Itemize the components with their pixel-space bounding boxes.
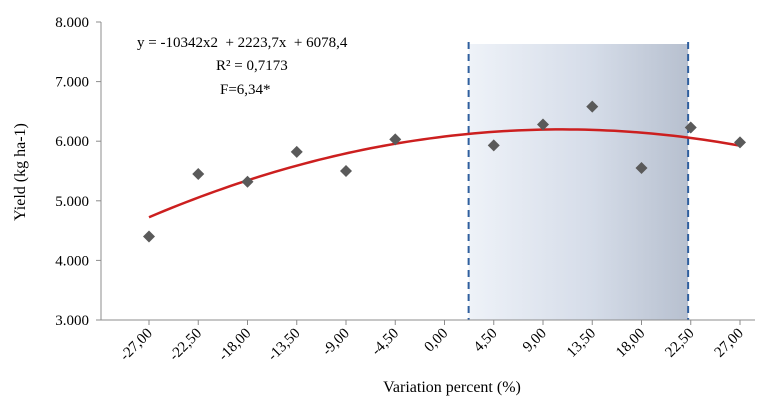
y-tick-label: 8.000 xyxy=(55,15,89,31)
x-axis-title: Variation percent (%) xyxy=(383,379,521,396)
x-tick-label: -18,00 xyxy=(216,326,255,365)
data-point xyxy=(242,176,254,188)
x-tick-label: -27,00 xyxy=(117,326,156,365)
x-tick-label: 4,50 xyxy=(471,326,501,356)
y-tick-label: 4.000 xyxy=(55,253,89,269)
r-squared-text: R² = 0,7173 xyxy=(216,58,288,74)
x-tick-label: 0,00 xyxy=(421,326,451,356)
data-point xyxy=(192,168,204,180)
x-tick-label: -9,00 xyxy=(319,326,352,359)
y-tick-label: 5.000 xyxy=(55,194,89,210)
x-tick-label: 22,50 xyxy=(662,326,697,361)
equation-text: y = -10342x2 + 2223,7x + 6078,4 xyxy=(137,35,348,51)
x-tick-label: -22,50 xyxy=(166,326,205,365)
data-point xyxy=(734,136,746,148)
y-axis-title: Yield (kg ha-1) xyxy=(12,123,29,221)
x-tick-label: -13,50 xyxy=(265,326,304,365)
x-axis-ticks: -27,00 -22,50 -18,00 -13,50 -9,00 -4,50 0,00 4,… xyxy=(117,320,747,364)
data-point xyxy=(291,146,303,158)
y-tick-label: 7.000 xyxy=(55,75,89,91)
x-tick-label: 9,00 xyxy=(520,326,550,356)
y-tick-label: 3.000 xyxy=(55,313,89,329)
y-tick-label: 6.000 xyxy=(55,134,89,150)
f-statistic-text: F=6,34* xyxy=(220,82,271,98)
data-point xyxy=(143,231,155,243)
y-axis-ticks: 3.000 4.000 5.000 6.000 7.000 8.000 xyxy=(55,15,101,329)
highlight-band xyxy=(469,44,689,320)
x-tick-label: -4,50 xyxy=(369,326,402,359)
x-tick-label: 27,00 xyxy=(712,326,747,361)
data-point xyxy=(340,165,352,177)
x-tick-label: 13,50 xyxy=(564,326,599,361)
x-tick-label: 18,00 xyxy=(613,326,648,361)
